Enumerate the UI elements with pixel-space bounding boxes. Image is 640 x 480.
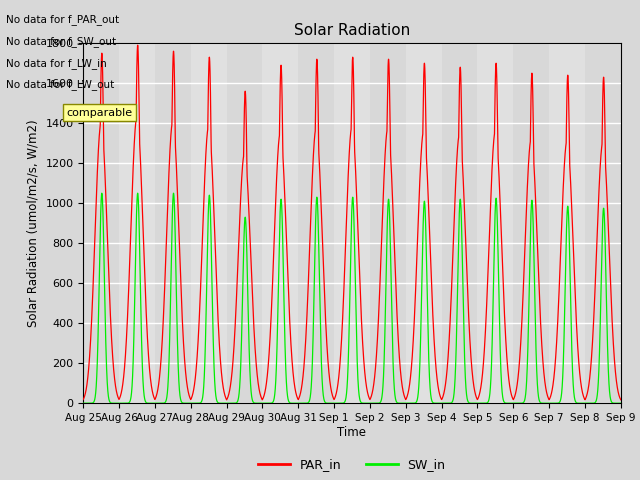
Text: No data for f_SW_out: No data for f_SW_out bbox=[6, 36, 116, 47]
Bar bbox=[191, 43, 227, 403]
Bar bbox=[262, 43, 298, 403]
Text: No data for f_LW_in: No data for f_LW_in bbox=[6, 58, 107, 69]
Bar bbox=[83, 43, 119, 403]
Text: No data for f_LW_out: No data for f_LW_out bbox=[6, 79, 115, 90]
Bar bbox=[442, 43, 477, 403]
Bar bbox=[155, 43, 191, 403]
Bar bbox=[477, 43, 513, 403]
Legend: PAR_in, SW_in: PAR_in, SW_in bbox=[253, 453, 451, 476]
Title: Solar Radiation: Solar Radiation bbox=[294, 23, 410, 38]
Bar bbox=[549, 43, 585, 403]
Bar bbox=[227, 43, 262, 403]
Bar bbox=[406, 43, 442, 403]
Y-axis label: Solar Radiation (umol/m2/s, W/m2): Solar Radiation (umol/m2/s, W/m2) bbox=[27, 120, 40, 327]
Bar bbox=[334, 43, 370, 403]
Bar bbox=[585, 43, 621, 403]
X-axis label: Time: Time bbox=[337, 426, 367, 439]
Bar bbox=[298, 43, 334, 403]
Bar bbox=[370, 43, 406, 403]
Bar bbox=[513, 43, 549, 403]
Text: No data for f_PAR_out: No data for f_PAR_out bbox=[6, 14, 120, 25]
Text: comparable: comparable bbox=[66, 108, 132, 118]
Bar bbox=[119, 43, 155, 403]
